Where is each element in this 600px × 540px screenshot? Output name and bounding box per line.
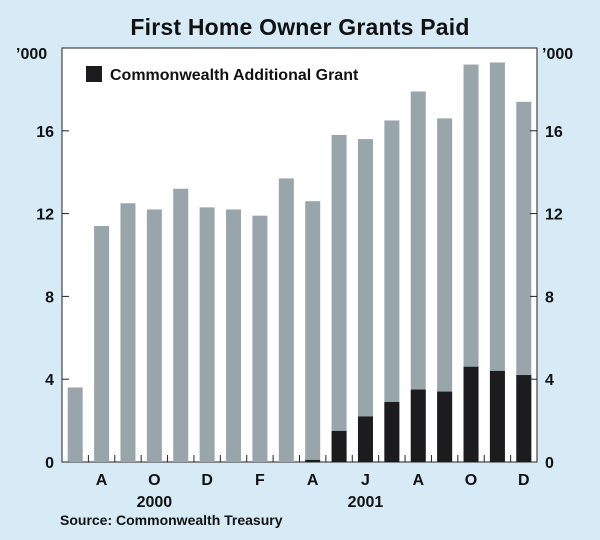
bar-total	[146, 209, 162, 462]
bar-total	[489, 62, 505, 463]
y-tick-label-right: 8	[545, 289, 554, 306]
x-tick-label: D	[201, 472, 213, 489]
y-unit-left: ’000	[16, 46, 47, 63]
bar-total	[357, 139, 373, 462]
bar-total	[305, 201, 321, 462]
x-tick-label: O	[148, 472, 160, 489]
y-tick-label-left: 0	[45, 455, 54, 472]
bar-total	[463, 64, 479, 462]
y-tick-label-right: 16	[545, 124, 563, 141]
x-tick-label: A	[412, 472, 424, 489]
bar-commonwealth-additional-grant	[489, 370, 505, 462]
bar-commonwealth-additional-grant	[410, 389, 426, 462]
bar-total	[384, 120, 400, 462]
x-tick-label: F	[255, 472, 265, 489]
source-note: Source: Commonwealth Treasury	[60, 512, 283, 528]
y-tick-label-left: 4	[45, 372, 54, 389]
y-tick-label-right: 12	[545, 207, 563, 224]
bars-group	[67, 62, 532, 463]
bar-total	[120, 203, 136, 462]
bar-total	[226, 209, 242, 462]
chart-title: First Home Owner Grants Paid	[130, 14, 470, 40]
y-unit-right: ’000	[542, 46, 573, 63]
y-tick-label-left: 16	[36, 124, 54, 141]
y-tick-label-left: 12	[36, 207, 54, 224]
x-tick-label: D	[518, 472, 530, 489]
bar-commonwealth-additional-grant	[384, 401, 400, 462]
bar-total	[516, 101, 532, 462]
bar-commonwealth-additional-grant	[437, 391, 453, 462]
bar-total	[331, 134, 347, 462]
bar-commonwealth-additional-grant	[516, 375, 532, 462]
legend-label: Commonwealth Additional Grant	[110, 67, 359, 84]
x-tick-label: A	[96, 472, 108, 489]
bar-commonwealth-additional-grant	[463, 366, 479, 462]
y-tick-label-right: 4	[545, 372, 554, 389]
bar-total	[278, 178, 294, 462]
x-tick-label: A	[307, 472, 319, 489]
x-tick-label: J	[361, 472, 370, 489]
bar-total	[252, 215, 268, 462]
x-year-label: 2000	[137, 494, 173, 511]
y-tick-label-left: 8	[45, 289, 54, 306]
y-tick-label-right: 0	[545, 455, 554, 472]
bar-commonwealth-additional-grant	[331, 430, 347, 462]
ticks-group: 0 0 4 4 8 8 12 12 16 16 A O D F A J A O D 2000 2001	[36, 124, 563, 511]
bar-total	[199, 207, 215, 462]
bar-commonwealth-additional-grant	[357, 416, 373, 462]
bar-total	[437, 118, 453, 462]
x-year-label: 2001	[348, 494, 384, 511]
bar-total	[67, 387, 83, 462]
bar-total	[173, 188, 189, 462]
bar-total	[410, 91, 426, 462]
x-tick-label: O	[465, 472, 477, 489]
bar-total	[94, 226, 110, 462]
plot-area	[61, 47, 538, 463]
bar-commonwealth-additional-grant	[305, 459, 321, 462]
legend-swatch	[86, 66, 102, 82]
